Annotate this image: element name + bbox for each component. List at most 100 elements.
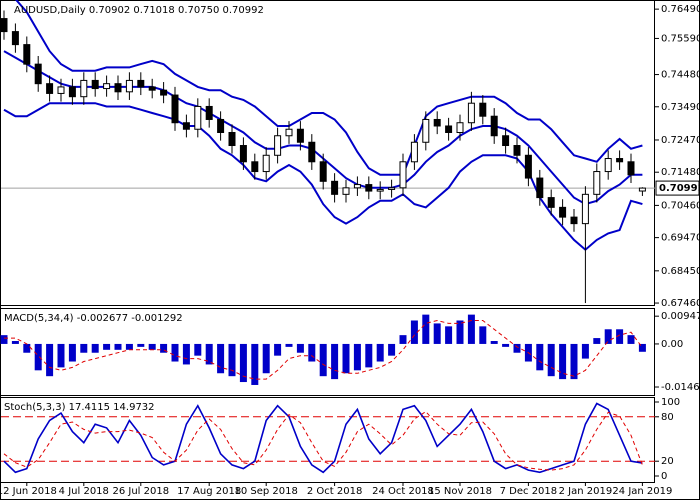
x-tick-label: 10 Sep 2018 <box>235 486 298 497</box>
histogram-bar <box>456 320 464 344</box>
histogram-bar <box>23 343 31 353</box>
indicator-line <box>3 410 643 471</box>
candle-body <box>593 171 601 195</box>
histogram-bar <box>604 329 612 344</box>
candle-body <box>274 135 282 156</box>
histogram-bar <box>593 338 601 344</box>
candle-body <box>524 154 532 179</box>
y-tick-label: 0.69470 <box>661 233 700 244</box>
indicator-line <box>3 402 643 474</box>
candle-body <box>296 128 304 143</box>
histogram-bar <box>137 343 145 347</box>
candle-body <box>570 216 578 225</box>
histogram-bar <box>68 343 76 362</box>
candle-body <box>228 131 236 147</box>
last-price-label: 0.70992 <box>659 183 700 194</box>
histogram-bar <box>285 343 293 347</box>
y-tick-label: 20 <box>661 456 674 467</box>
candle-body <box>171 94 179 124</box>
candle-body <box>262 154 270 173</box>
histogram-bar <box>331 343 339 380</box>
histogram-bar <box>388 343 396 356</box>
y-tick-label: 0.00 <box>661 339 683 350</box>
histogram-bar <box>467 314 475 344</box>
histogram-bar <box>11 341 19 344</box>
stoch-pane <box>0 397 655 483</box>
y-tick-label: 100 <box>661 397 680 408</box>
histogram-bar <box>91 343 99 353</box>
candle-body <box>11 31 19 46</box>
candle-body <box>479 102 487 117</box>
y-tick-label: 0.73490 <box>661 102 700 113</box>
histogram-bar <box>342 343 350 374</box>
histogram-bar <box>399 335 407 344</box>
histogram-bar <box>296 343 304 353</box>
histogram-bar <box>182 343 190 365</box>
histogram-bar <box>616 329 624 344</box>
candle-body <box>547 197 555 208</box>
x-tick-label: 24 Oct 2018 <box>372 486 434 497</box>
candle-body <box>353 184 361 189</box>
x-tick-label: 2 Jan 2019 <box>559 486 613 497</box>
y-tick-label: 0.71480 <box>661 167 700 178</box>
candle-body <box>308 141 316 163</box>
x-tick-label: 17 Aug 2018 <box>177 486 241 497</box>
price-pane <box>0 0 655 306</box>
y-tick-label: 0 <box>661 471 667 482</box>
histogram-bar <box>0 335 8 344</box>
histogram-bar <box>502 343 510 347</box>
candle-body <box>91 79 99 90</box>
candle-body <box>251 161 259 173</box>
histogram-bar <box>410 320 418 344</box>
candle-body <box>182 122 190 130</box>
macd-pane <box>0 308 655 396</box>
last-price-box <box>655 180 700 196</box>
candle-body <box>433 118 441 127</box>
histogram-bar <box>627 335 635 344</box>
candle-body <box>502 135 510 147</box>
candle-body <box>23 44 31 65</box>
histogram-bar <box>114 343 122 350</box>
candle-body <box>160 89 168 96</box>
y-tick-label: 0.72470 <box>661 135 700 146</box>
histogram-bar <box>581 343 589 359</box>
x-tick-label: 2 Oct 2018 <box>307 486 362 497</box>
candle-body <box>46 83 54 94</box>
histogram-bar <box>422 314 430 344</box>
histogram-bar <box>638 343 646 352</box>
candle-body <box>376 188 384 192</box>
candle-body <box>559 206 567 218</box>
candle-body <box>399 161 407 189</box>
y-tick-label: -0.014696 <box>661 382 700 393</box>
candle-body <box>205 105 213 120</box>
candle-body <box>80 79 88 98</box>
candle-body <box>456 122 464 133</box>
histogram-bar <box>57 343 65 368</box>
candle-body <box>536 177 544 199</box>
histogram-bar <box>205 343 213 365</box>
histogram-bar <box>274 343 282 356</box>
candle-body <box>57 86 65 94</box>
y-tick-label: 80 <box>661 412 674 423</box>
histogram-bar <box>239 343 247 383</box>
histogram-bar <box>547 343 555 377</box>
histogram-bar <box>194 343 202 356</box>
candle-body <box>217 118 225 133</box>
histogram-bar <box>559 343 567 380</box>
candle-body <box>239 145 247 163</box>
candle-body <box>137 79 145 88</box>
bollinger-band <box>14 0 643 176</box>
candle-body <box>638 187 646 192</box>
histogram-bar <box>365 343 373 368</box>
histogram-bar <box>376 343 384 362</box>
histogram-bar <box>125 343 133 350</box>
histogram-bar <box>148 343 156 350</box>
candle-body <box>422 118 430 143</box>
histogram-bar <box>353 343 361 371</box>
candle-body <box>285 128 293 137</box>
candle-body <box>388 187 396 190</box>
y-tick-label: 0.75590 <box>661 33 700 44</box>
pane-title: AUDUSD,Daily 0.70902 0.71018 0.70750 0.7… <box>14 5 264 16</box>
histogram-bar <box>80 343 88 353</box>
